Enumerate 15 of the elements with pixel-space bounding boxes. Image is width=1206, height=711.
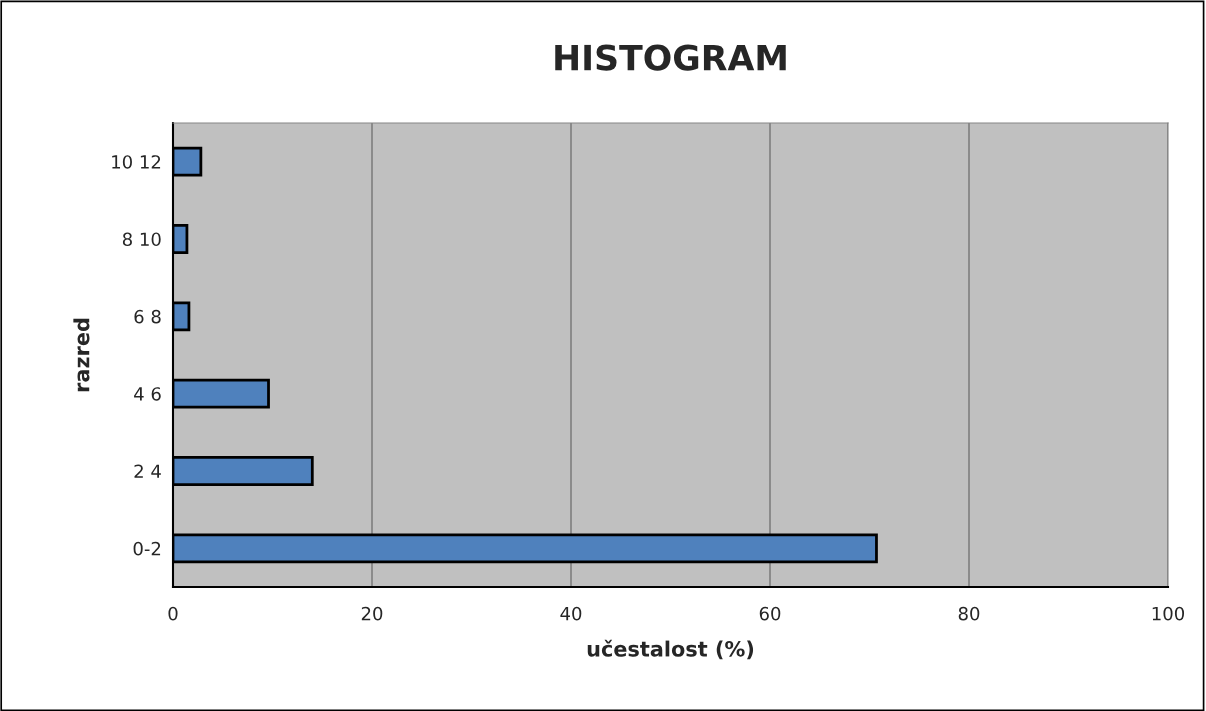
x-tick-label: 100 [1152,606,1185,621]
x-tick-label: 0 [168,606,178,621]
y-tick-label: 0-2 [133,541,161,556]
y-tick-label: 2 4 [134,464,161,478]
x-tick-label: 20 [361,606,383,621]
x-axis-title: učestalost (%) [587,639,754,660]
y-axis-title: razred [73,318,90,392]
x-tick-label: 40 [560,606,582,621]
x-tick-label: 60 [759,606,781,621]
y-tick-label: 4 6 [134,387,161,401]
y-tick-label: 8 10 [122,232,161,247]
chart-title: HISTOGRAM [555,44,786,71]
x-tick-label: 80 [958,606,980,621]
y-tick-label: 6 8 [134,309,161,324]
y-tick-label: 10 12 [112,155,161,169]
